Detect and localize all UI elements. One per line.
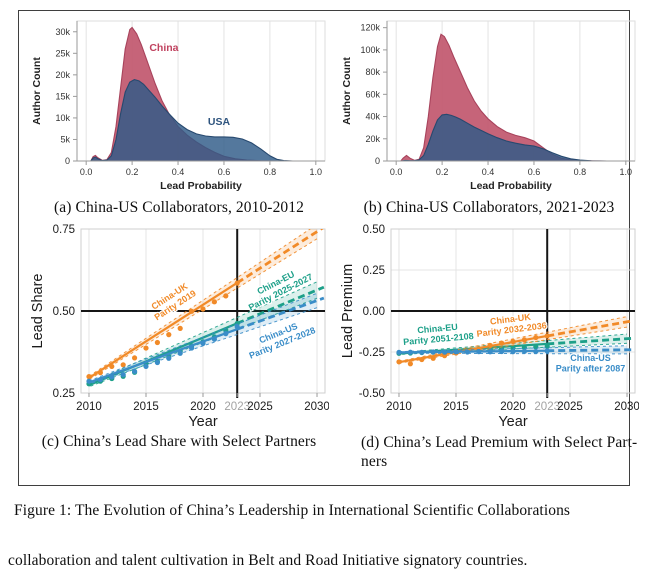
svg-text:2010: 2010 (386, 401, 412, 413)
svg-text:30k: 30k (55, 27, 70, 37)
svg-text:120k: 120k (360, 23, 380, 33)
svg-text:2015: 2015 (443, 401, 469, 413)
svg-text:0: 0 (65, 156, 70, 166)
svg-text:-0.25: -0.25 (359, 347, 385, 359)
svg-text:2023: 2023 (534, 401, 560, 413)
svg-text:0.4: 0.4 (482, 167, 495, 177)
figure-caption-line1: Figure 1: The Evolution of China’s Leade… (14, 502, 571, 519)
svg-text:2030: 2030 (614, 401, 639, 413)
svg-text:0.0: 0.0 (390, 167, 403, 177)
svg-text:0.75: 0.75 (53, 224, 75, 236)
svg-text:20k: 20k (365, 134, 380, 144)
svg-text:60k: 60k (365, 89, 380, 99)
panel-d: China-EU Parity 2051-2108 China-UK Parity 2… (339, 223, 639, 472)
svg-text:2023: 2023 (224, 401, 250, 413)
svg-text:2010: 2010 (76, 401, 102, 413)
panel-b: 0.0 0.2 0.4 0.6 0.8 1.0 0 20k 40k 60k 80k 100k 120k L… (339, 15, 639, 217)
svg-text:20k: 20k (55, 70, 70, 80)
panel-c-caption: (c) China’s Lead Share with Select Partn… (41, 433, 317, 450)
density-chart-2021-2023: 0.0 0.2 0.4 0.6 0.8 1.0 0 20k 40k 60k 80k 100k 120k L… (341, 20, 636, 192)
svg-text:0.6: 0.6 (218, 167, 231, 177)
svg-text:15k: 15k (55, 91, 70, 101)
panel-d-caption-line2: ners (361, 453, 388, 471)
svg-text:Year: Year (498, 414, 527, 429)
svg-text:0.2: 0.2 (126, 167, 139, 177)
svg-text:0.25: 0.25 (363, 265, 385, 277)
svg-text:Parity 2051-2108: Parity 2051-2108 (403, 331, 474, 347)
svg-text:0.8: 0.8 (574, 167, 587, 177)
svg-text:Year: Year (188, 414, 217, 429)
svg-text:Parity after 2087: Parity after 2087 (556, 364, 626, 374)
svg-text:Author Count: Author Count (31, 57, 43, 125)
svg-text:0.6: 0.6 (528, 167, 541, 177)
svg-text:0.50: 0.50 (363, 224, 385, 236)
svg-text:Lead Probability: Lead Probability (470, 180, 552, 192)
svg-text:Author Count: Author Count (341, 57, 353, 125)
panel-d-caption-line1: (d) China’s Lead Premium with Select Par… (361, 434, 638, 451)
svg-text:10k: 10k (55, 113, 70, 123)
svg-text:5k: 5k (60, 134, 70, 144)
svg-text:2025: 2025 (247, 401, 273, 413)
svg-text:USA: USA (208, 116, 231, 128)
svg-text:2015: 2015 (133, 401, 159, 413)
svg-text:100k: 100k (360, 45, 380, 55)
svg-text:1.0: 1.0 (620, 167, 633, 177)
svg-text:Lead Premium: Lead Premium (340, 264, 356, 358)
svg-text:China: China (149, 42, 178, 54)
svg-text:-0.50: -0.50 (359, 388, 385, 400)
svg-text:2020: 2020 (190, 401, 216, 413)
svg-text:Lead Probability: Lead Probability (160, 180, 242, 192)
svg-text:0.0: 0.0 (80, 167, 93, 177)
svg-text:2030: 2030 (304, 401, 329, 413)
svg-text:0.2: 0.2 (436, 167, 449, 177)
svg-text:1.0: 1.0 (310, 167, 323, 177)
svg-text:0.4: 0.4 (172, 167, 185, 177)
svg-text:Lead Share: Lead Share (30, 274, 46, 349)
panel-a: 0.0 0.2 0.4 0.6 0.8 1.0 0 5k 10k 15k 20k 25k 30k Lead… (29, 15, 329, 217)
svg-text:0.25: 0.25 (53, 388, 75, 400)
panel-a-caption: (a) China-US Collaborators, 2010-2012 (54, 199, 304, 216)
figure-caption-line2: collaboration and talent cultivation in … (8, 552, 528, 569)
density-chart-2010-2012: 0.0 0.2 0.4 0.6 0.8 1.0 0 5k 10k 15k 20k 25k 30k Lead… (31, 20, 326, 192)
svg-text:0.50: 0.50 (53, 306, 75, 318)
svg-text:0: 0 (375, 156, 380, 166)
svg-text:25k: 25k (55, 48, 70, 58)
svg-text:0.00: 0.00 (363, 306, 385, 318)
figure-frame: 0.0 0.2 0.4 0.6 0.8 1.0 0 5k 10k 15k 20k 25k 30k Lead… (18, 10, 639, 486)
svg-text:0.8: 0.8 (264, 167, 277, 177)
svg-text:40k: 40k (365, 112, 380, 122)
panel-c: China-UK Parity 2019 China-EU Parity 2025-2… (29, 223, 329, 451)
svg-text:China-EU: China-EU (417, 322, 458, 335)
panel-d-caption: (d) China’s Lead Premium with Select Par… (339, 433, 639, 472)
svg-text:China-US: China-US (570, 353, 611, 363)
svg-text:2025: 2025 (557, 401, 583, 413)
panel-b-caption: (b) China-US Collaborators, 2021-2023 (363, 199, 615, 216)
svg-text:80k: 80k (365, 67, 380, 77)
svg-text:2020: 2020 (500, 401, 526, 413)
